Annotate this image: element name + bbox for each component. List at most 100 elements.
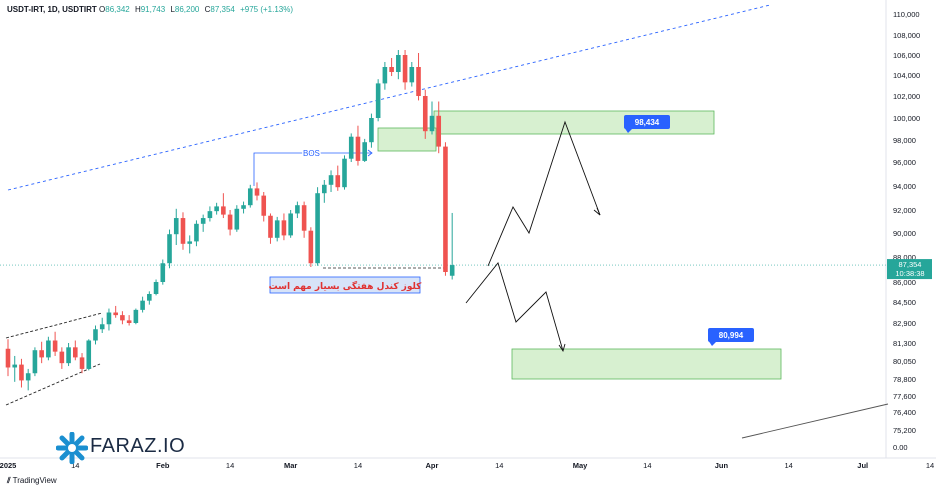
last-price-text: 87,354 <box>899 260 922 269</box>
candle-body <box>73 347 78 358</box>
candle-body <box>200 218 206 224</box>
price-tick-label: 78,800 <box>893 375 916 384</box>
candle-body <box>322 184 327 194</box>
candle-body <box>227 214 233 230</box>
candle-body <box>308 230 314 264</box>
candle-body <box>140 300 145 310</box>
last-price-badge <box>887 259 932 280</box>
candle-body <box>52 340 58 352</box>
candle-body <box>147 294 152 301</box>
candle-body <box>375 83 381 118</box>
candle-body <box>295 205 300 214</box>
candle-body <box>247 188 253 206</box>
candle-body <box>12 364 18 368</box>
time-tick-label: Mar <box>284 461 297 470</box>
lower-projection-path <box>465 262 564 352</box>
candle-body <box>160 263 166 282</box>
candle-body <box>79 357 85 369</box>
time-tick-label: 14 <box>226 461 234 470</box>
candle-body <box>355 136 361 161</box>
candle-body <box>382 67 388 84</box>
high-key: H <box>134 5 141 14</box>
candle-body <box>187 241 193 244</box>
candle-body <box>449 265 455 276</box>
candle-body <box>416 67 421 96</box>
gray-trendline <box>741 403 889 439</box>
candle-body <box>39 350 44 358</box>
tradingview-brand: TradingView <box>12 476 57 485</box>
time-tick-label: Feb <box>156 461 170 470</box>
candle-body <box>32 350 38 374</box>
candle-body <box>369 118 374 143</box>
candle-body <box>207 211 213 219</box>
price-tick-label: 84,500 <box>893 298 916 307</box>
zone-layer <box>377 110 782 380</box>
annotation-layer: BOS 98,434 80,994 کلوز کندل هفتگی بسیار مهم… <box>269 115 754 346</box>
symbol-label: USDT-IRT, 1D, USDTIRT <box>7 5 97 14</box>
upper-projection-path <box>487 120 601 267</box>
candle-body <box>93 329 98 341</box>
price-tick-label: 108,000 <box>893 31 920 40</box>
candle-body <box>301 205 307 231</box>
candle-body <box>328 175 334 185</box>
candle-body <box>106 312 112 325</box>
open-value: 86,342 <box>105 5 130 14</box>
candle-body <box>66 347 71 364</box>
candle-body <box>443 146 448 272</box>
candle-body <box>214 206 219 212</box>
countdown-text: 10:38:38 <box>895 269 924 278</box>
upper-arrow-icon <box>593 207 601 216</box>
low-key: L <box>170 5 175 14</box>
candle-body <box>234 208 240 230</box>
price-tick-label: 0.00 <box>893 443 908 452</box>
candle-body <box>402 55 408 83</box>
candle-body <box>133 309 139 323</box>
time-axis[interactable]: 2025 14 Feb 14 Mar 14 Apr 14 May 14 Jun 14 Jul 14 <box>0 461 934 470</box>
close-key: C <box>204 5 211 14</box>
price-tick-label: 82,900 <box>893 319 916 328</box>
order-block-zone <box>377 127 437 152</box>
candle-body <box>274 220 280 238</box>
drawing-layer <box>0 4 889 439</box>
time-tick-label: Jun <box>715 461 729 470</box>
candle-body <box>268 215 273 238</box>
candles-layer[interactable] <box>5 50 455 391</box>
bos-arrow-icon <box>367 149 373 157</box>
time-tick-label: Apr <box>426 461 439 470</box>
candle-body <box>113 312 118 316</box>
candle-body <box>409 67 415 83</box>
time-tick-label: 14 <box>354 461 362 470</box>
persian-note-box <box>269 276 421 294</box>
candle-body <box>362 142 367 161</box>
faraz-logo: FARAZ.IO <box>55 431 185 469</box>
lower-target-label-text: 80,994 <box>719 331 744 340</box>
candle-body <box>59 351 65 364</box>
candle-body <box>167 234 172 264</box>
blue-trendline <box>7 4 771 191</box>
price-tick-label: 96,000 <box>893 158 916 167</box>
time-tick-label: 14 <box>926 461 934 470</box>
candle-body <box>241 205 246 209</box>
price-axis[interactable]: 110,000 108,000 106,000 104,000 102,000 100,0… <box>887 10 932 452</box>
price-tick-label: 92,000 <box>893 206 916 215</box>
channel-upper-line <box>5 312 103 339</box>
upper-target-label-text: 98,434 <box>635 118 660 127</box>
tradingview-footer[interactable]: ⫽ TradingView <box>7 476 57 486</box>
change-value: +975 (+1.13%) <box>240 5 294 14</box>
faraz-logo-icon <box>55 431 89 465</box>
grid-layer <box>0 0 936 459</box>
price-tick-label: 75,200 <box>893 426 916 435</box>
price-tick-label: 110,000 <box>893 10 920 19</box>
candle-body <box>422 96 428 132</box>
price-tick-label: 81,300 <box>893 339 916 348</box>
upper-supply-zone <box>433 110 715 135</box>
candle-body <box>25 373 31 381</box>
price-tick-label: 86,000 <box>893 278 916 287</box>
upper-target-label-box <box>624 115 670 129</box>
candle-body <box>348 136 354 159</box>
price-tick-label: 80,050 <box>893 357 916 366</box>
candle-body <box>342 158 347 188</box>
candle-body <box>436 115 442 147</box>
price-tick-label: 88,000 <box>893 253 916 262</box>
